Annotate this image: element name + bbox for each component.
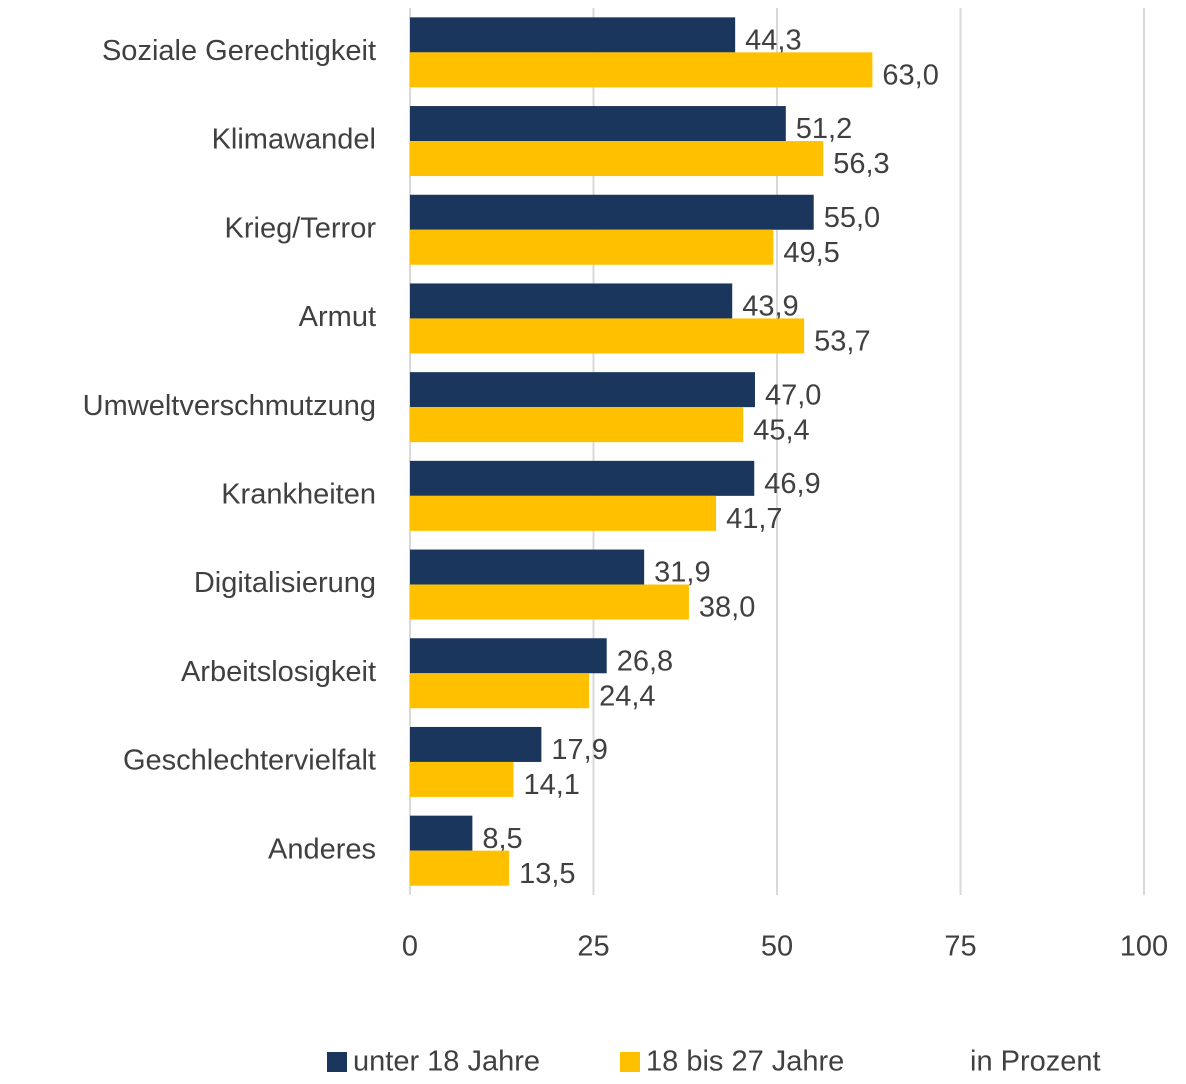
bar [410, 229, 774, 265]
bar [410, 850, 510, 886]
value-label: 8,5 [482, 823, 522, 855]
x-tick-label: 25 [577, 931, 609, 963]
y-tick-label: Arbeitslosigkeit [181, 656, 376, 688]
value-label: 49,5 [783, 237, 839, 269]
y-tick-label: Geschlechtervielfalt [123, 745, 376, 777]
y-tick-label: Digitalisierung [194, 567, 376, 599]
bar [410, 726, 542, 762]
bar [410, 673, 590, 709]
value-label: 13,5 [519, 858, 575, 890]
value-label: 38,0 [699, 592, 755, 624]
legend-label: unter 18 Jahre [353, 1046, 540, 1078]
bar [410, 407, 744, 443]
bar [410, 52, 873, 88]
unit-annotation: in Prozent [970, 1046, 1101, 1078]
x-tick-label: 50 [761, 931, 793, 963]
bar [410, 549, 645, 585]
value-label: 45,4 [753, 414, 809, 446]
value-label: 55,0 [824, 202, 880, 234]
y-tick-label: Anderes [268, 833, 376, 865]
bar [410, 372, 755, 408]
bar [410, 141, 824, 177]
y-tick-label: Krieg/Terror [225, 212, 377, 244]
value-label: 31,9 [654, 557, 710, 589]
y-tick-label: Armut [299, 301, 376, 333]
legend-swatch [327, 1052, 347, 1072]
value-label: 51,2 [796, 113, 852, 145]
value-label: 26,8 [617, 645, 673, 677]
x-tick-label: 75 [944, 931, 976, 963]
value-label: 43,9 [742, 291, 798, 323]
bar [410, 638, 607, 674]
bar [410, 194, 814, 230]
y-tick-label: Soziale Gerechtigkeit [102, 35, 376, 67]
value-label: 17,9 [551, 734, 607, 766]
value-label: 46,9 [764, 468, 820, 500]
value-label: 53,7 [814, 326, 870, 358]
value-label: 24,4 [599, 680, 655, 712]
bar [410, 761, 514, 797]
x-tick-label: 100 [1120, 931, 1168, 963]
legend-swatch [620, 1052, 640, 1072]
bar [410, 584, 689, 620]
bar [410, 283, 733, 319]
y-tick-label: Klimawandel [212, 124, 376, 156]
x-tick-label: 0 [402, 931, 418, 963]
bar [410, 17, 736, 53]
y-tick-label: Umweltverschmutzung [83, 390, 376, 422]
bar [410, 460, 755, 496]
legend-label: 18 bis 27 Jahre [646, 1046, 844, 1078]
value-label: 63,0 [882, 60, 938, 92]
value-label: 56,3 [833, 148, 889, 180]
bar [410, 106, 786, 142]
value-label: 41,7 [726, 503, 782, 535]
bar [410, 815, 473, 851]
value-label: 14,1 [523, 769, 579, 801]
bar [410, 318, 805, 354]
value-label: 47,0 [765, 379, 821, 411]
y-tick-label: Krankheiten [221, 479, 376, 511]
value-label: 44,3 [745, 25, 801, 57]
bar [410, 495, 717, 531]
